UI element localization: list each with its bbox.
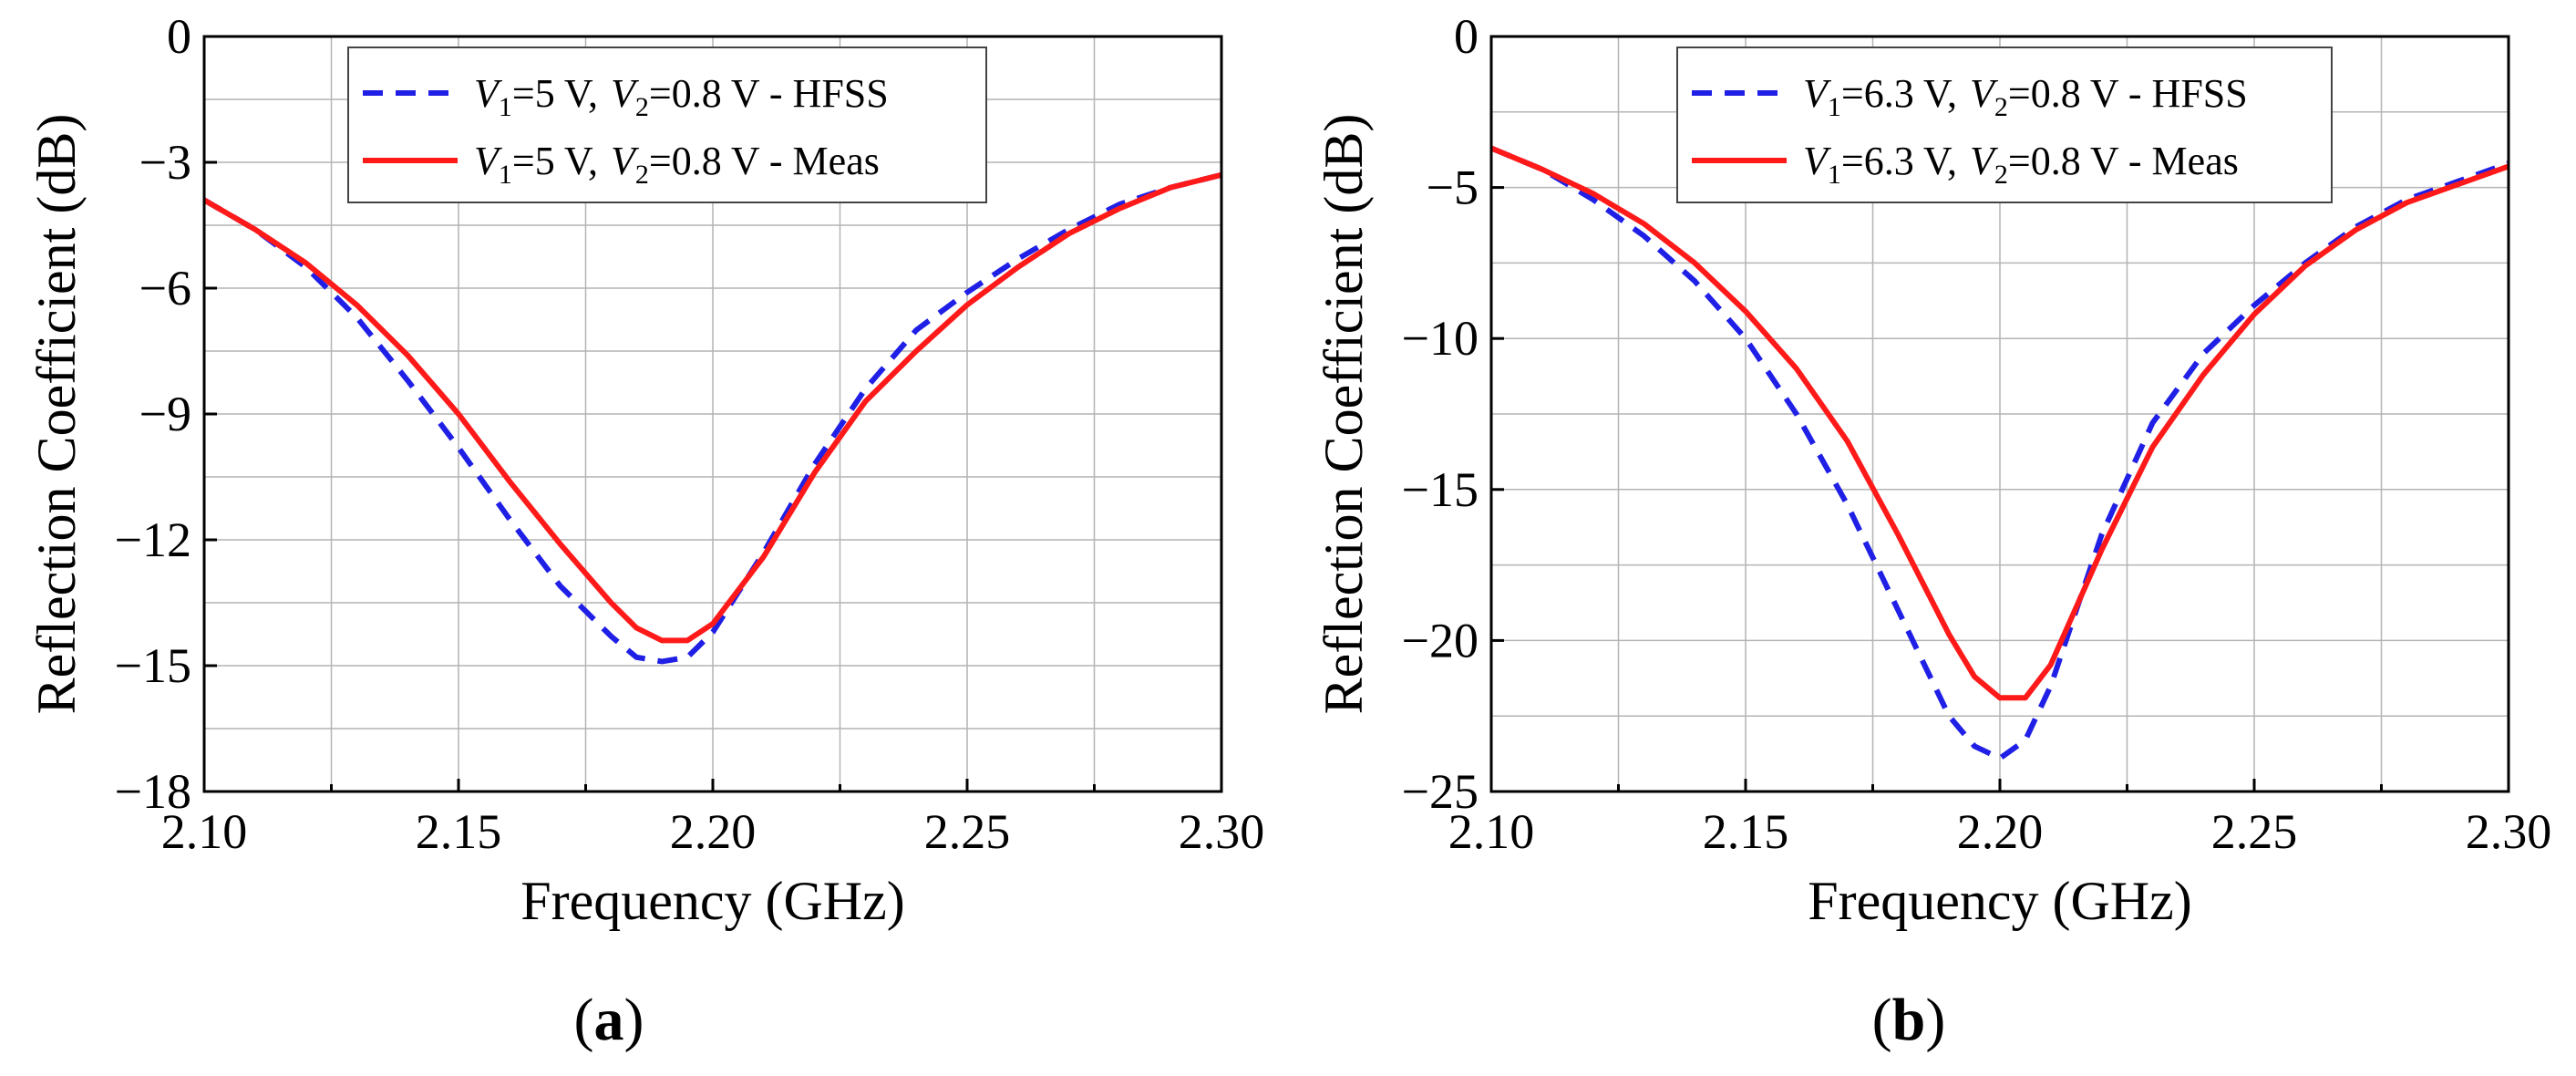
x-tick-label: 2.20 [1957, 804, 2044, 859]
x-tick-label: 2.25 [2211, 804, 2298, 859]
legend-value: =0.8 V - HFSS [2008, 71, 2248, 116]
x-axis-title: Frequency (GHz) [1808, 871, 2192, 931]
panel-label: (a) [574, 987, 644, 1053]
panel-label: (b) [1872, 987, 1946, 1053]
legend-entry: V1=6.3 V, V2=0.8 V - HFSS [1803, 71, 2248, 122]
y-tick-label: −3 [139, 135, 191, 190]
legend-symbol: V [1970, 71, 1999, 116]
legend-symbol: V [611, 139, 640, 183]
legend-subscript: 1 [1828, 160, 1841, 190]
grid [1490, 36, 2509, 792]
series-line-meas [1491, 145, 2509, 701]
panel-letter: a [594, 987, 624, 1053]
legend-entry: V1=5 V, V2=0.8 V - HFSS [474, 71, 889, 122]
legend-value: =6.3 V, [1841, 71, 1957, 116]
y-tick-label: −15 [115, 638, 191, 693]
legend-symbol: V [1970, 139, 1999, 183]
legend-value: =0.8 V - Meas [649, 139, 880, 183]
x-tick-label: 2.30 [1179, 804, 1265, 859]
legend-subscript: 2 [635, 160, 649, 190]
legend-value: =5 V, [512, 71, 598, 116]
y-tick-label: −10 [1402, 311, 1479, 366]
y-tick-label: −18 [115, 764, 191, 819]
x-tick-label: 2.10 [1448, 804, 1535, 859]
legend-value: =0.8 V - Meas [2008, 139, 2239, 183]
legend-box [1676, 47, 2333, 203]
legend-value: =5 V, [512, 139, 598, 183]
y-axis-title: Reflection Coefficient (dB) [1314, 114, 1374, 715]
y-tick-label: −5 [1427, 160, 1479, 215]
legend-subscript: 2 [635, 92, 649, 122]
x-tick-label: 2.30 [2466, 804, 2552, 859]
y-tick-label: −25 [1402, 764, 1479, 819]
legend-value: =0.8 V - HFSS [649, 71, 889, 116]
legend-entry: V1=5 V, V2=0.8 V - Meas [474, 139, 880, 190]
legend-symbol: V [474, 139, 503, 183]
x-tick-label: 2.15 [1703, 804, 1789, 859]
y-tick-label: −15 [1402, 462, 1479, 517]
legend-subscript: 1 [499, 92, 512, 122]
y-tick-label: −6 [139, 261, 191, 316]
chart-panel-b: 2.10 2.15 2.20 2.25 2.30 0 −5 −10 −15 −20 −25 Frequ… [1314, 9, 2551, 1053]
legend-symbol: V [1803, 139, 1832, 183]
legend-subscript: 2 [1994, 92, 2008, 122]
legend-value: =6.3 V, [1841, 139, 1957, 183]
y-tick-label: −20 [1402, 613, 1479, 667]
x-tick-label: 2.20 [670, 804, 757, 859]
legend-entry: V1=6.3 V, V2=0.8 V - Meas [1803, 139, 2239, 190]
y-tick-label: −12 [115, 512, 191, 567]
y-tick-label: 0 [167, 9, 191, 64]
chart-panel-a: 2.10 2.15 2.20 2.25 2.30 0 −3 −6 −9 −12 −15 −18 Freq… [26, 9, 1264, 1053]
legend-subscript: 1 [499, 160, 512, 190]
legend-symbol: V [611, 71, 640, 116]
y-tick-label: 0 [1454, 9, 1479, 64]
legend-symbol: V [474, 71, 503, 116]
y-axis-title: Reflection Coefficient (dB) [26, 114, 87, 715]
legend-symbol: V [1803, 71, 1832, 116]
x-tick-label: 2.10 [161, 804, 248, 859]
y-tick-label: −9 [139, 387, 191, 441]
series-line-hfss [204, 171, 1221, 665]
legend-subscript: 2 [1994, 160, 2008, 190]
legend-subscript: 1 [1828, 92, 1841, 122]
x-tick-label: 2.25 [924, 804, 1011, 859]
panel-letter: b [1892, 987, 1926, 1053]
legend-box [347, 47, 987, 203]
series-line-meas [204, 171, 1221, 644]
x-axis-title: Frequency (GHz) [520, 871, 905, 931]
x-tick-label: 2.15 [416, 804, 502, 859]
